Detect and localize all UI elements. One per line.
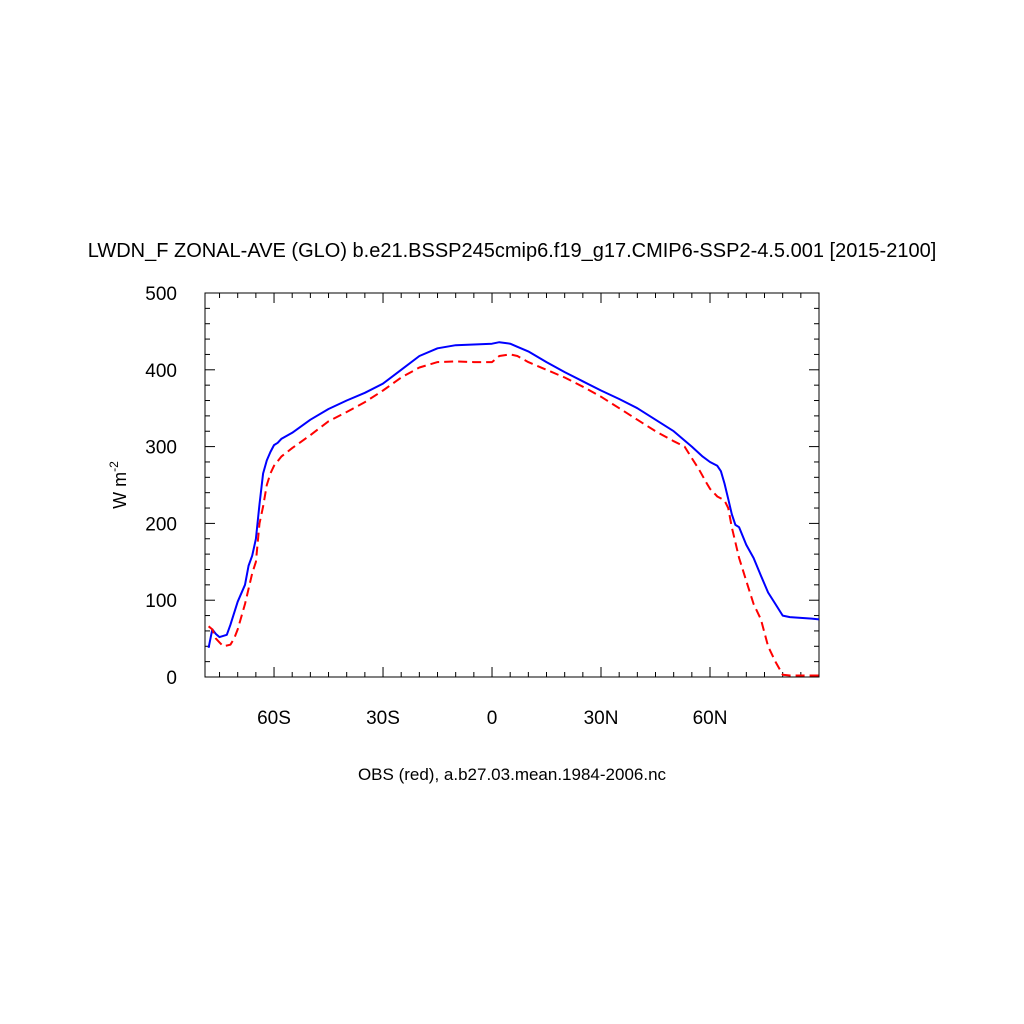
x-tick-label: 60S (257, 708, 291, 729)
y-axis: 0 100 200 300 400 500 (145, 284, 819, 689)
series-line-2 (207, 353, 819, 677)
y-axis-title-main: W m (110, 472, 130, 509)
y-tick-label: 300 (145, 438, 177, 459)
y-axis-title: W m-2 (107, 461, 130, 509)
series-line-1 (207, 341, 820, 648)
y-tick-label: 200 (145, 514, 177, 535)
series-layer (207, 341, 820, 677)
plot-frame (204, 292, 820, 678)
x-axis: 60S 30S 0 30N 60N (257, 293, 727, 729)
chart-title: LWDN_F ZONAL-AVE (GLO) b.e21.BSSP245cmip… (87, 240, 937, 262)
x-tick-label: 30N (584, 708, 619, 729)
plot-border (204, 292, 820, 678)
y-tick-label: 100 (145, 591, 177, 612)
y-tick-label: 500 (145, 284, 177, 305)
y-tick-label: 0 (166, 668, 177, 689)
y-axis-title-superscript: -2 (107, 461, 121, 472)
y-minor-ticks (205, 307, 819, 663)
chart-footer: OBS (red), a.b27.03.mean.1984-2006.nc (357, 765, 667, 784)
x-tick-label: 0 (487, 708, 498, 729)
x-minor-ticks (219, 293, 802, 677)
y-tick-label: 400 (145, 361, 177, 382)
x-tick-label: 30S (366, 708, 400, 729)
x-tick-label: 60N (693, 708, 728, 729)
